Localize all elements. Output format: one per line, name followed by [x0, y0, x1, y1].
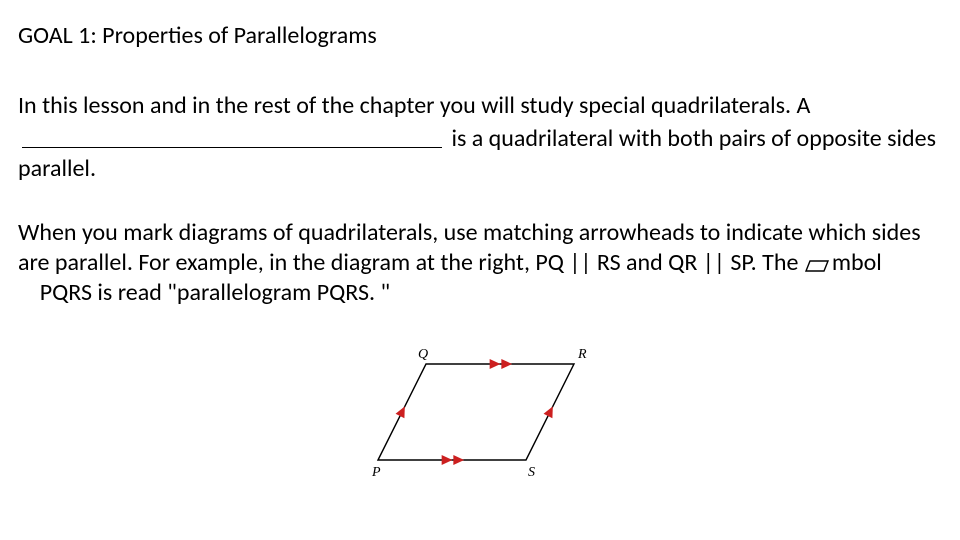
svg-text:S: S: [528, 465, 535, 480]
svg-text:Q: Q: [418, 347, 428, 362]
paragraph-2: When you mark diagrams of quadrilaterals…: [18, 218, 942, 308]
para2-symbol-tail: mbol: [832, 248, 882, 277]
page-title: GOAL 1: Properties of Parallelograms: [18, 22, 942, 51]
svg-text:R: R: [577, 347, 587, 362]
svg-text:P: P: [371, 465, 381, 480]
paragraph-1: In this lesson and in the rest of the ch…: [18, 91, 942, 184]
para2-part2: PQRS is read "parallelogram PQRS. ": [40, 278, 390, 307]
fill-in-blank: [22, 123, 442, 148]
parallelogram-symbol-icon: [804, 259, 830, 273]
parallelogram-diagram: Q R P S: [360, 342, 600, 487]
para2-part1: When you mark diagrams of quadrilaterals…: [18, 218, 921, 277]
para1-before-blank: In this lesson and in the rest of the ch…: [18, 91, 810, 120]
